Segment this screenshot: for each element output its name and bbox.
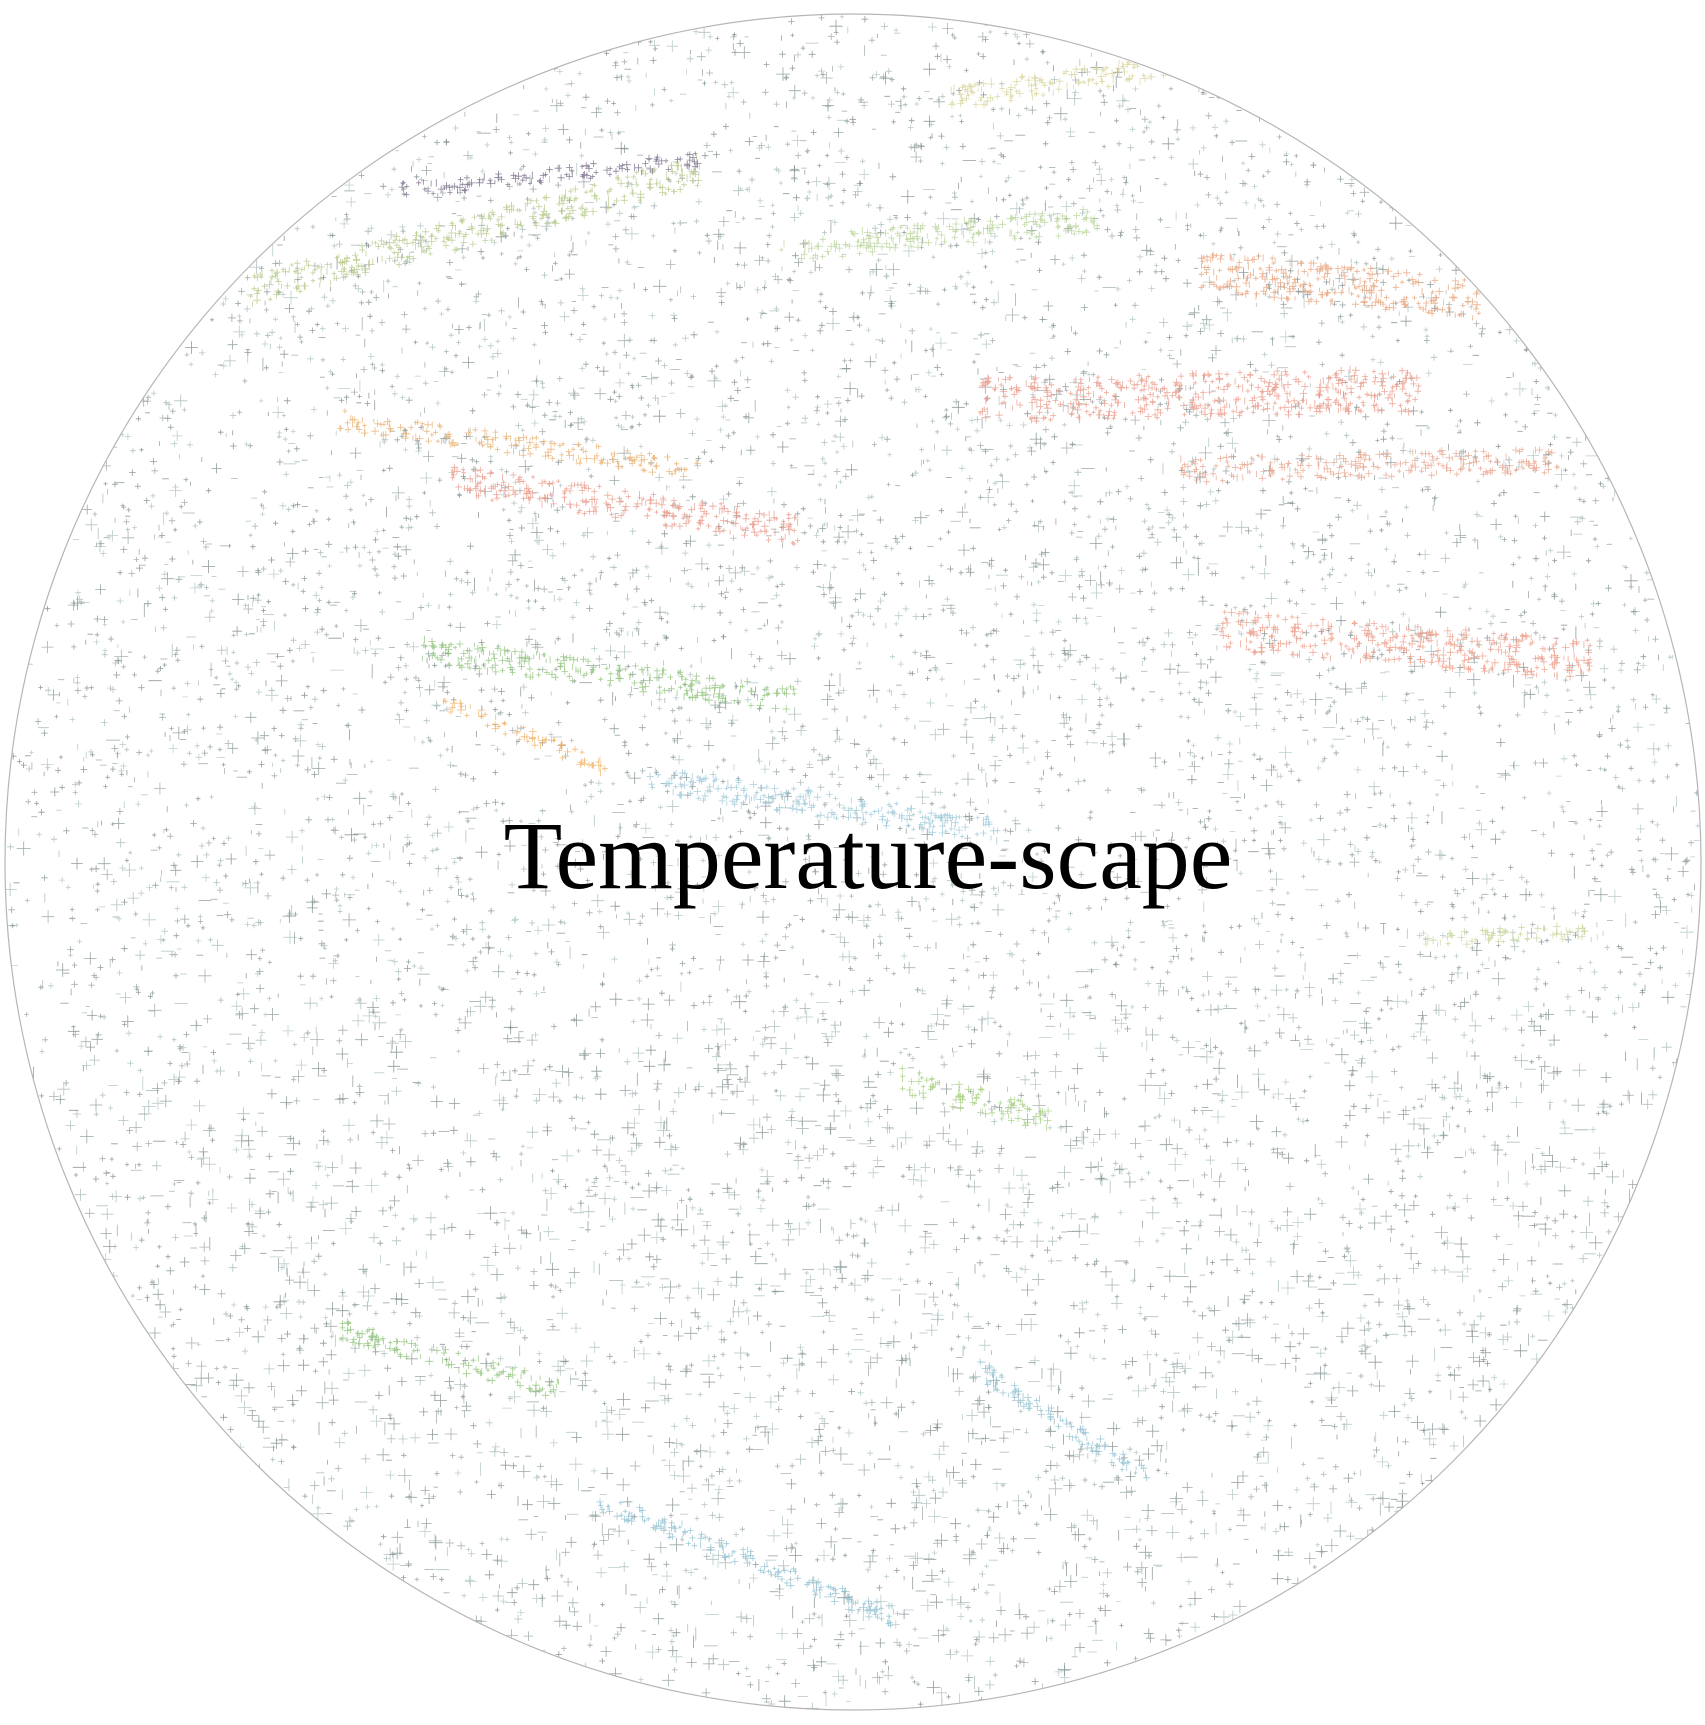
cross-pattern	[1179, 446, 1561, 486]
cross-pattern	[336, 408, 702, 481]
cross-pattern	[248, 154, 702, 307]
cross-pattern	[442, 697, 608, 777]
cross-pattern	[24, 22, 1696, 1708]
title: Temperature-scape	[504, 802, 1233, 909]
cross-pattern	[646, 767, 1001, 845]
cross-pattern	[1197, 251, 1481, 321]
cross-pattern	[8, 15, 1695, 1703]
cross-pattern	[1218, 608, 1593, 681]
cross-pattern	[398, 151, 702, 198]
cross-pattern	[12, 14, 1701, 1707]
cross-pattern	[5, 22, 1691, 1710]
cross-pattern	[338, 635, 797, 1400]
cross-pattern	[450, 463, 801, 547]
cross-pattern	[1420, 922, 1598, 949]
cross-pattern	[978, 365, 1422, 425]
cross-pattern	[596, 1358, 1151, 1629]
cross-pattern	[9, 16, 1700, 1708]
cross-pattern	[779, 205, 1100, 263]
cross-texture	[5, 14, 1701, 1710]
disc-outline	[4, 13, 1702, 1711]
cross-pattern	[899, 1065, 1052, 1132]
